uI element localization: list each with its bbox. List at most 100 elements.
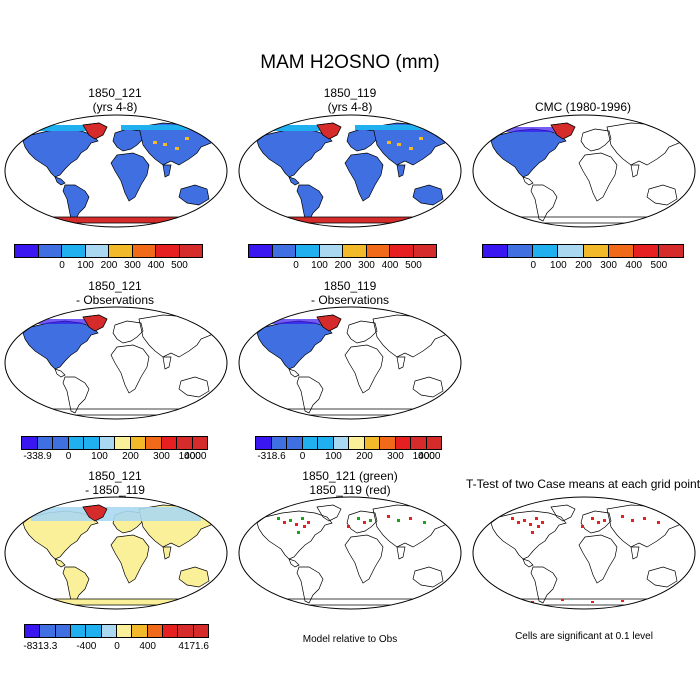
colorbar-ticks-4: -338.9 0 100 200 300 400 10000 xyxy=(22,451,208,463)
colorbar-swatch xyxy=(37,244,62,258)
colorbar-tick-label: -400 xyxy=(76,641,97,652)
colorbar-tick-label: 400 xyxy=(184,451,201,462)
colorbar-swatch xyxy=(131,624,148,638)
colorbar-swatch xyxy=(248,244,273,258)
colorbar-swatch xyxy=(301,436,318,450)
colorbar-tick-label: 400 xyxy=(381,260,399,271)
panel-3-line1: CMC (1980-1996) xyxy=(534,100,632,114)
colorbar-swatch xyxy=(379,436,396,450)
panel-5-line1: 1850_119 xyxy=(323,279,377,293)
colorbar-tick-label: 500 xyxy=(650,260,668,271)
colorbar-swatch xyxy=(394,436,411,450)
colorbar-swatch xyxy=(425,436,442,450)
colorbar-swatch xyxy=(85,624,102,638)
colorbar-swatch xyxy=(482,244,509,258)
colorbar-tick-label: 100 xyxy=(91,451,108,462)
panel-7-line1: 1850_121 (green) xyxy=(302,469,398,483)
colorbar-panel-6 xyxy=(24,624,209,638)
colorbar-swatch xyxy=(131,244,156,258)
map-panel-2 xyxy=(238,114,462,228)
colorbar-swatch xyxy=(342,244,367,258)
panel-2-line2: (yrs 4-8) xyxy=(327,100,373,114)
panel-title-2: 1850_119 (yrs 4-8) xyxy=(270,86,430,114)
colorbar-swatch xyxy=(100,624,117,638)
panel-title-1: 1850_121 (yrs 4-8) xyxy=(35,86,195,114)
panel-title-3: CMC (1980-1996) xyxy=(503,100,663,114)
colorbar-swatch xyxy=(67,436,84,450)
colorbar-swatch xyxy=(363,436,380,450)
colorbar-swatch xyxy=(69,624,87,638)
panel-title-4: 1850_121 - Observations xyxy=(35,279,195,307)
colorbar-swatch xyxy=(332,436,349,450)
colorbar-swatch xyxy=(155,244,180,258)
colorbar-panel-5 xyxy=(255,436,442,450)
colorbar-ticks-3: 0 100 200 300 400 500 xyxy=(483,260,684,272)
map-panel-3 xyxy=(472,114,696,228)
map-panel-4 xyxy=(4,306,228,420)
colorbar-swatch xyxy=(389,244,414,258)
colorbar-tick-label: 0 xyxy=(114,641,120,652)
colorbar-tick-label: 10000 xyxy=(178,451,207,462)
colorbar-tick-label: 200 xyxy=(575,260,592,271)
map-panel-1 xyxy=(4,114,228,228)
colorbar-swatch xyxy=(114,436,131,450)
colorbar-swatch xyxy=(98,436,115,450)
colorbar-swatch xyxy=(410,436,427,450)
colorbar-swatch xyxy=(607,244,634,258)
colorbar-tick-label: 300 xyxy=(358,260,375,271)
panel-1-line2: (yrs 4-8) xyxy=(92,100,138,114)
colorbar-tick-label: 300 xyxy=(600,260,617,271)
panel-1-line1: 1850_121 xyxy=(88,86,142,100)
colorbar-ticks-5: -318.6 0 100 200 300 400 10000 xyxy=(256,451,442,463)
colorbar-tick-label: 500 xyxy=(171,260,188,271)
map-panel-6 xyxy=(4,496,228,610)
colorbar-tick-label: 10000 xyxy=(412,451,441,462)
colorbar-tick-label: 200 xyxy=(122,451,139,462)
colorbar-tick-label: 0 xyxy=(299,451,306,462)
colorbar-swatch xyxy=(161,624,179,638)
colorbar-swatch xyxy=(84,244,109,258)
panel-7-line2: 1850_119 (red) xyxy=(309,483,391,497)
panel-4-line2: - Observations xyxy=(75,293,155,307)
panel-title-7: 1850_121 (green) 1850_119 (red) xyxy=(270,469,430,497)
colorbar-tick-label: 200 xyxy=(334,260,352,271)
colorbar-tick-label: 0 xyxy=(65,451,72,462)
panel-2-line1: 1850_119 xyxy=(323,86,377,100)
map-panel-5 xyxy=(238,306,462,420)
colorbar-tick-label: 200 xyxy=(100,260,118,271)
colorbar-swatch xyxy=(176,436,193,450)
colorbar-tick-label: 200 xyxy=(356,451,373,462)
colorbar-swatch xyxy=(532,244,559,258)
colorbar-swatch xyxy=(270,436,287,450)
panel-5-line2: - Observations xyxy=(310,293,390,307)
colorbar-tick-label: 500 xyxy=(405,260,422,271)
colorbar-tick-label: 400 xyxy=(625,260,643,271)
colorbar-swatch xyxy=(54,624,71,638)
colorbar-swatch xyxy=(192,624,209,638)
colorbar-swatch xyxy=(318,244,343,258)
colorbar-tick-label: 100 xyxy=(550,260,567,271)
colorbar-swatch xyxy=(295,244,320,258)
colorbar-swatch xyxy=(507,244,534,258)
colorbar-tick-label: 300 xyxy=(153,451,170,462)
colorbar-swatch xyxy=(177,624,194,638)
colorbar-tick-label: 4171.6 xyxy=(178,641,209,652)
panel-title-8: T-Test of two Case means at each grid po… xyxy=(463,477,700,491)
colorbar-swatch xyxy=(115,624,133,638)
colorbar-ticks-1: 0 100 200 300 400 500 xyxy=(15,260,203,272)
colorbar-swatch xyxy=(255,436,272,450)
panel-6-line2: - 1850_119 xyxy=(85,483,145,497)
colorbar-tick-label: 100 xyxy=(325,451,342,462)
colorbar-swatch xyxy=(146,624,163,638)
colorbar-tick-label: -8313.3 xyxy=(23,641,58,652)
colorbar-swatch xyxy=(14,244,39,258)
figure-title: MAM H2OSNO (mm) xyxy=(260,52,440,73)
colorbar-swatch xyxy=(348,436,365,450)
panel-title-6: 1850_121 - 1850_119 xyxy=(35,469,195,497)
colorbar-swatch xyxy=(632,244,659,258)
colorbar-panel-4 xyxy=(21,436,208,450)
colorbar-tick-label: 400 xyxy=(418,451,435,462)
colorbar-ticks-2: 0 100 200 300 400 500 xyxy=(249,260,437,272)
colorbar-ticks-6: -8313.3 -400 0 400 4171.6 xyxy=(23,641,209,653)
colorbar-swatch xyxy=(412,244,437,258)
